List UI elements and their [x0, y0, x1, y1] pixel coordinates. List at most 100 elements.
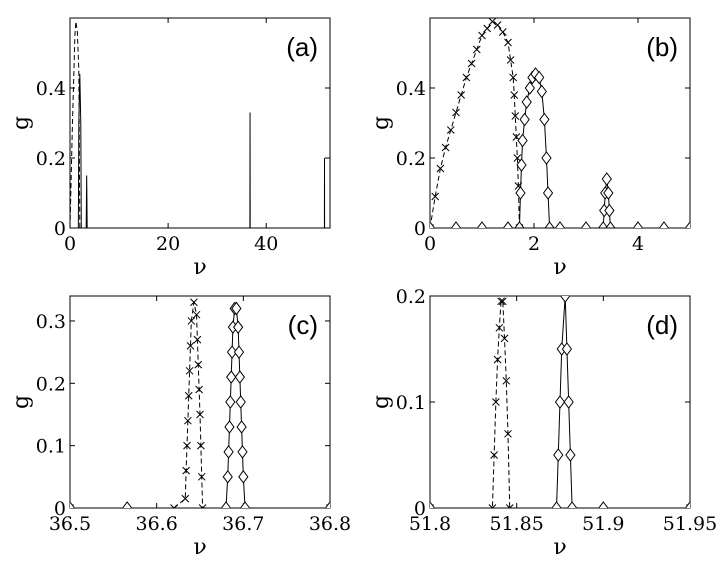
y-tick-label: 0: [414, 218, 426, 240]
x-tick-label: 51.8: [409, 513, 451, 535]
panel-c: 36.5 36.6 36.7 36.8 0 0.1 0.2 0.3 ν g (c): [9, 295, 351, 560]
data-point-diamond-marker: [515, 186, 526, 200]
panel-label: (b): [646, 32, 678, 62]
data-point-x-marker: [190, 298, 198, 307]
x-axis-label: ν: [193, 255, 206, 280]
data-point-x-marker: [187, 317, 196, 325]
data-point-diamond-marker: [502, 221, 514, 228]
y-tick-label: 0: [414, 498, 426, 520]
data-point-x-marker: [195, 385, 203, 394]
data-point-x-marker: [196, 410, 204, 419]
data-point-x-marker: [497, 297, 505, 306]
data-point-diamond-marker: [604, 203, 615, 218]
x-tick-label: 4: [632, 233, 644, 255]
data-point-diamond-marker: [236, 420, 247, 434]
data-point-diamond-marker: [430, 221, 436, 228]
y-tick-label: 0.3: [36, 311, 66, 333]
data-point-x-marker: [504, 38, 512, 47]
x-axis-label: ν: [553, 255, 566, 280]
series-line-2: [430, 296, 690, 508]
series-line-2: [518, 73, 551, 228]
x-tick-label: 51.9: [582, 513, 624, 535]
data-point-x-marker: [183, 441, 191, 450]
data-point-diamond-marker: [514, 221, 525, 228]
x-tick-label: 36.6: [136, 513, 178, 535]
data-point-diamond-marker: [567, 501, 578, 508]
data-point-diamond-marker: [223, 445, 234, 459]
data-point-x-marker: [493, 355, 502, 364]
x-tick-label: 36.7: [222, 513, 264, 535]
data-point-x-marker: [495, 323, 504, 332]
panel-b: 0 2 4 0 0.2 0.4 ν g (b): [369, 17, 691, 280]
data-point-diamond-marker: [598, 501, 609, 508]
data-point-diamond-marker: [658, 221, 670, 228]
plot-area: [430, 296, 690, 508]
data-point-x-marker: [478, 31, 486, 40]
data-point-diamond-marker: [324, 501, 330, 508]
data-point-x-marker: [192, 310, 201, 319]
x-tick-label: 36.5: [49, 513, 91, 535]
data-point-x-marker: [502, 376, 511, 385]
data-point-x-marker: [457, 91, 466, 99]
data-point-diamond-marker: [70, 501, 76, 508]
data-point-x-marker: [441, 143, 450, 152]
data-point-diamond-marker: [226, 370, 237, 384]
data-point-diamond-marker: [524, 81, 535, 95]
data-point-diamond-marker: [539, 112, 550, 127]
data-point-x-marker: [490, 451, 498, 459]
data-point-x-marker: [431, 192, 440, 201]
data-point-x-marker: [452, 108, 460, 117]
data-point-diamond-marker: [553, 448, 564, 462]
data-point-diamond-marker: [233, 320, 244, 335]
data-point-x-marker: [513, 154, 522, 162]
data-point-diamond-marker: [563, 395, 574, 409]
y-axis-label: g: [369, 395, 394, 409]
data-point-x-marker: [197, 472, 206, 481]
data-point-diamond-marker: [220, 501, 232, 508]
data-point-diamond-marker: [238, 469, 249, 484]
data-point-x-marker: [492, 398, 500, 406]
data-point-diamond-marker: [122, 501, 133, 508]
data-point-x-marker: [197, 441, 205, 450]
x-tick-label: 51.95: [663, 513, 717, 535]
x-tick-label: 40: [254, 233, 278, 255]
data-point-x-marker: [493, 21, 502, 29]
panel-label: (c): [288, 310, 318, 340]
data-point-diamond-marker: [542, 186, 554, 200]
series-line-2: [77, 73, 82, 228]
y-tick-label: 0.2: [36, 373, 66, 395]
y-tick-label: 0: [54, 498, 66, 520]
data-point-x-marker: [505, 504, 514, 508]
data-point-diamond-marker: [603, 186, 614, 200]
data-point-diamond-marker: [565, 448, 576, 462]
series-line-3: [85, 175, 88, 228]
y-tick-label: 0.4: [36, 78, 66, 100]
data-point-x-marker: [182, 466, 190, 475]
data-point-diamond-marker: [541, 151, 552, 165]
data-point-x-marker: [504, 429, 512, 438]
y-tick-label: 0: [54, 218, 66, 240]
y-tick-label: 0.2: [396, 286, 426, 308]
data-point-diamond-marker: [231, 301, 242, 316]
y-tick-label: 0.1: [36, 436, 66, 458]
data-point-x-marker: [193, 335, 202, 344]
data-point-diamond-marker: [554, 395, 566, 409]
y-axis-label: g: [369, 116, 394, 130]
data-point-diamond-marker: [239, 501, 251, 508]
data-point-x-marker: [472, 45, 481, 54]
data-point-diamond-marker: [632, 221, 644, 228]
data-point-diamond-marker: [554, 221, 566, 228]
data-point-x-marker: [506, 56, 515, 64]
x-tick-label: 20: [156, 233, 180, 255]
panel-label: (a): [286, 32, 318, 62]
data-point-diamond-marker: [601, 172, 612, 186]
data-point-x-marker: [181, 494, 190, 503]
y-tick-label: 0.4: [396, 78, 426, 100]
plot-area: [430, 18, 690, 228]
y-tick-label: 0.1: [396, 392, 426, 414]
data-point-x-marker: [184, 391, 193, 400]
data-point-diamond-marker: [580, 221, 592, 228]
series-line-1: [430, 20, 520, 228]
data-point-diamond-marker: [430, 501, 436, 508]
